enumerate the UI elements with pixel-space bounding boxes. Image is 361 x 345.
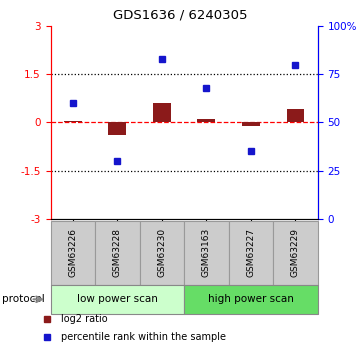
Bar [108, 122, 126, 135]
Bar [242, 122, 260, 126]
Bar [229, 221, 273, 285]
Bar [51, 285, 184, 314]
Text: percentile rank within the sample: percentile rank within the sample [61, 332, 226, 342]
Text: GDS1636 / 6240305: GDS1636 / 6240305 [113, 9, 248, 22]
Bar [153, 103, 171, 122]
Bar [197, 119, 215, 122]
Text: GSM63226: GSM63226 [68, 228, 77, 277]
Text: GSM63228: GSM63228 [113, 228, 122, 277]
Text: high power scan: high power scan [208, 294, 294, 304]
Text: low power scan: low power scan [77, 294, 158, 304]
Bar [184, 221, 229, 285]
Bar [64, 121, 82, 122]
Bar [184, 285, 318, 314]
Bar [273, 221, 318, 285]
Bar [140, 221, 184, 285]
Bar [51, 221, 95, 285]
Text: GSM63229: GSM63229 [291, 228, 300, 277]
Text: log2 ratio: log2 ratio [61, 314, 108, 324]
Text: GSM63230: GSM63230 [157, 228, 166, 277]
Bar [95, 221, 140, 285]
Text: GSM63227: GSM63227 [247, 228, 255, 277]
Text: protocol: protocol [2, 294, 44, 304]
Text: GSM63163: GSM63163 [202, 228, 211, 277]
Bar [287, 109, 304, 122]
